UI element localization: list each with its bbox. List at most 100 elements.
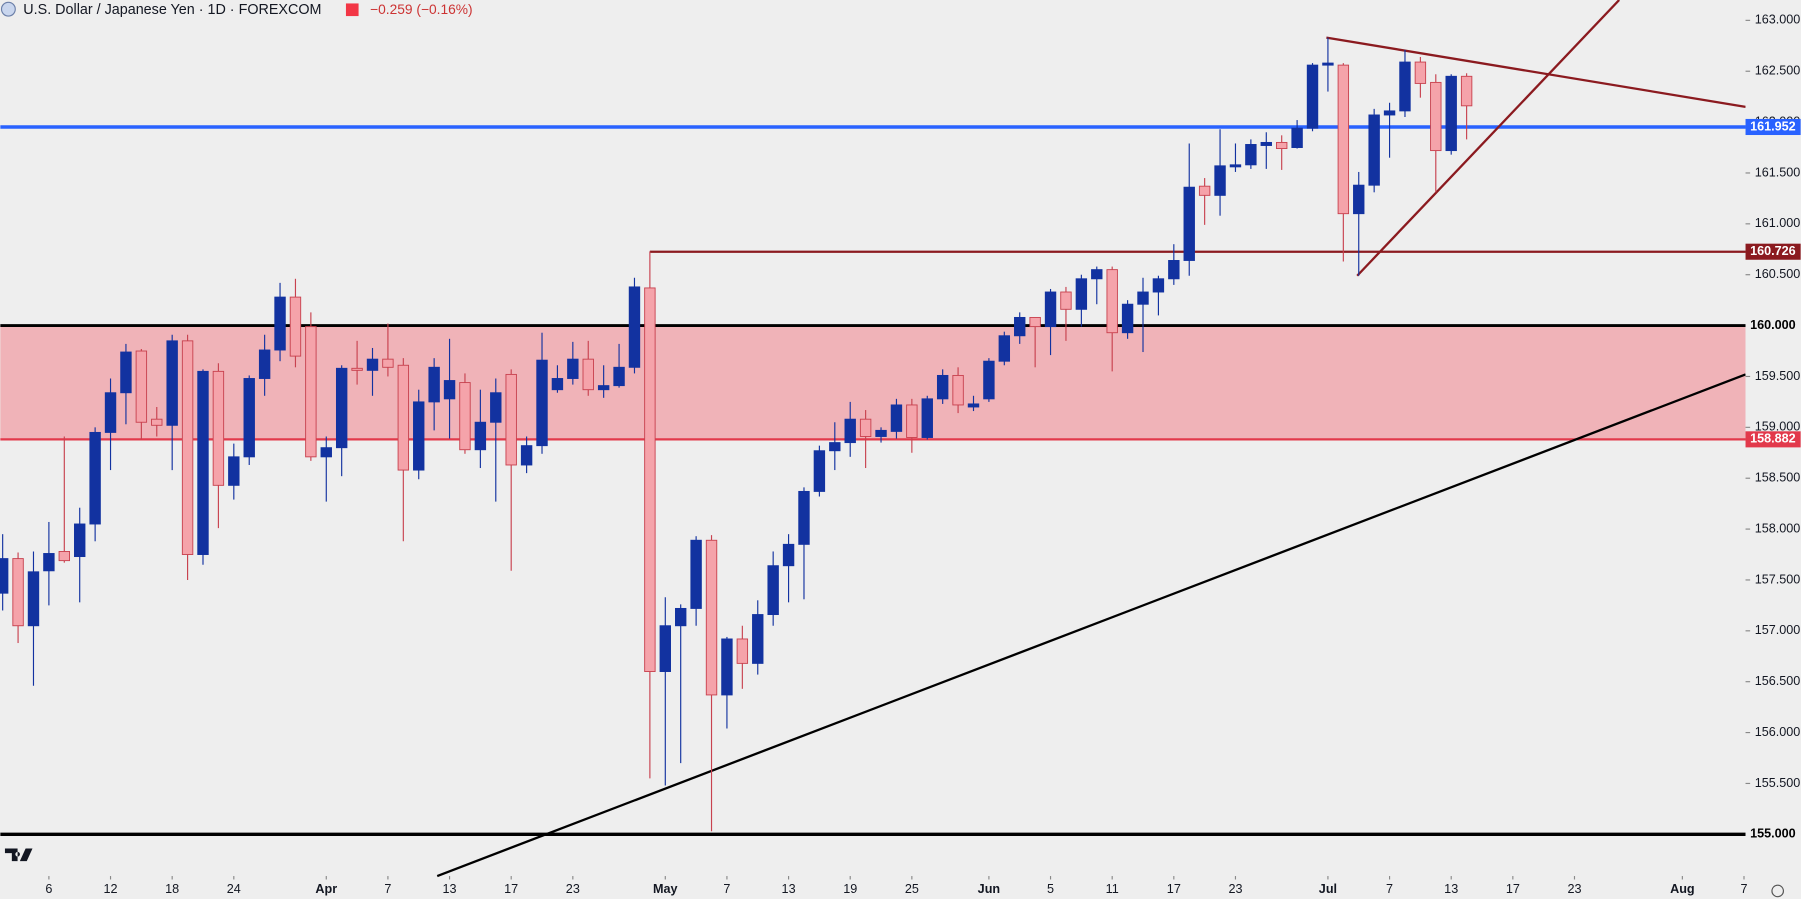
candle-body (1229, 164, 1242, 168)
candle-body (104, 392, 117, 433)
level-label: 161.952 (1750, 119, 1796, 133)
candle-body (829, 442, 841, 452)
x-tick-label: 12 (104, 882, 118, 896)
candle-body (0, 558, 9, 594)
level-label-box (1745, 118, 1801, 136)
y-tick-label: 159.500 (1755, 369, 1801, 383)
candle-body (1137, 291, 1149, 305)
candle-body (736, 638, 749, 664)
candle-body (952, 374, 964, 406)
candle-body (597, 385, 610, 391)
candle-body (767, 565, 779, 616)
candle-body (320, 447, 332, 458)
candle-body (382, 358, 394, 368)
trendline (1326, 36, 1746, 108)
x-tick-label: 13 (782, 882, 796, 896)
x-tick-label: 17 (504, 882, 518, 896)
candle-body (351, 367, 363, 371)
candle-body (151, 418, 163, 426)
candle-body (1245, 144, 1257, 166)
x-tick-label: 24 (227, 882, 241, 896)
candle-body (1075, 278, 1088, 310)
candle-body (1014, 316, 1026, 337)
candle-body (197, 370, 209, 555)
candle-body (27, 571, 40, 627)
level-label: 158.882 (1750, 432, 1796, 446)
x-tick-label: 17 (1506, 882, 1520, 896)
x-tick-label: 13 (1444, 882, 1458, 896)
candle-body (1091, 269, 1103, 280)
candle-body (1183, 186, 1195, 261)
candle-body (181, 340, 194, 555)
candle-body (228, 456, 240, 486)
tradingview-logo (4, 848, 33, 862)
y-tick-label: 162.500 (1755, 64, 1801, 78)
candle-body (243, 378, 255, 458)
level-label-box (1745, 317, 1801, 334)
candle-body (1383, 110, 1396, 116)
level-label-box (1745, 243, 1801, 260)
y-tick-label: 158.000 (1755, 521, 1801, 535)
settings-icon[interactable] (1771, 884, 1784, 898)
level-label: 160.726 (1750, 244, 1796, 258)
candle-body (936, 374, 949, 400)
candle-body (212, 370, 225, 486)
y-tick-label: 160.500 (1755, 267, 1801, 281)
candle-body (536, 359, 548, 447)
candle-body (74, 523, 86, 558)
candle-body (967, 403, 980, 408)
x-tick-label: 7 (723, 882, 730, 896)
level-label-box (1745, 826, 1801, 843)
x-tick-label: 23 (566, 882, 580, 896)
candle-body (906, 404, 918, 438)
candle-body (813, 450, 826, 492)
x-tick-label: 23 (1228, 882, 1242, 896)
candle-body (1337, 64, 1350, 215)
candle-body (1168, 260, 1180, 280)
candle-body (721, 638, 733, 696)
x-tick-label: Jul (1319, 882, 1337, 896)
y-tick-label: 156.500 (1755, 674, 1801, 688)
axes: 155.000 155.500 156.000 156.500 157.000 157.5… (45, 13, 1801, 896)
level-label: 155.000 (1750, 827, 1796, 841)
candle-body (43, 553, 55, 572)
candle-body (705, 539, 718, 696)
candle-body (1029, 316, 1041, 328)
y-tick-label: 156.000 (1755, 725, 1801, 739)
candle-body (289, 296, 302, 357)
candle-body (798, 490, 810, 545)
x-tick-label: 7 (1386, 882, 1393, 896)
level-label-box (1745, 431, 1801, 448)
candle-body (120, 351, 132, 394)
y-tick-label: 161.500 (1755, 165, 1801, 179)
candle-body (58, 551, 71, 562)
candle-body (1460, 75, 1473, 107)
candle-body (1060, 291, 1072, 310)
candle-body (1430, 81, 1442, 152)
candle-body (690, 539, 702, 609)
level-label: 160.000 (1750, 318, 1796, 332)
x-tick-label: 7 (1740, 882, 1747, 896)
candle-body (1445, 75, 1457, 152)
candle-body (366, 358, 379, 371)
candle-body (1353, 184, 1365, 215)
x-tick-label: 13 (443, 882, 457, 896)
candle-body (443, 380, 456, 400)
candle-body (921, 398, 933, 438)
x-tick-label: 19 (843, 882, 857, 896)
candle-body (613, 366, 625, 387)
x-tick-label: 18 (165, 882, 179, 896)
candle-body (305, 326, 317, 458)
candle-body (1291, 127, 1303, 148)
candle-body (135, 350, 148, 423)
y-tick-label: 161.000 (1755, 216, 1801, 230)
candle-body (1368, 114, 1380, 186)
candle-body (1152, 278, 1165, 293)
x-tick-label: 7 (384, 882, 391, 896)
change-flag (345, 3, 359, 17)
candle-body (659, 625, 671, 672)
candle-body (890, 404, 903, 432)
candle-body (1306, 64, 1319, 129)
